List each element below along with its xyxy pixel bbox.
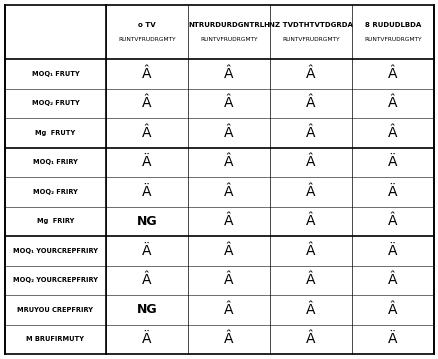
Text: Â: Â	[387, 273, 397, 287]
Text: MOQ₁ FRUTY: MOQ₁ FRUTY	[32, 71, 79, 77]
Text: NTRURDURDGNTRLH: NTRURDURDGNTRLH	[187, 22, 269, 28]
Text: Â: Â	[387, 96, 397, 110]
Text: Â: Â	[305, 67, 315, 81]
Text: Â: Â	[224, 155, 233, 169]
Text: RUNTVFRUDRGMTY: RUNTVFRUDRGMTY	[200, 37, 257, 42]
Text: Â: Â	[305, 273, 315, 287]
Text: Â: Â	[305, 126, 315, 140]
Text: Â: Â	[142, 96, 151, 110]
Text: MRUYOU CREPFRIRY: MRUYOU CREPFRIRY	[18, 307, 93, 313]
Text: Â: Â	[142, 273, 151, 287]
Text: Â: Â	[224, 303, 233, 317]
Text: Ä: Ä	[387, 185, 397, 199]
Text: NG: NG	[136, 303, 157, 316]
Text: Â: Â	[305, 185, 315, 199]
Text: M BRUFIRMUTY: M BRUFIRMUTY	[26, 336, 84, 342]
Text: Ä: Ä	[387, 244, 397, 258]
Text: Ä: Ä	[142, 185, 151, 199]
Text: Mg  FRUTY: Mg FRUTY	[35, 130, 75, 136]
Text: Â: Â	[142, 67, 151, 81]
Text: Â: Â	[305, 303, 315, 317]
Text: Â: Â	[224, 332, 233, 346]
Text: Â: Â	[387, 303, 397, 317]
Text: Ä: Ä	[142, 244, 151, 258]
Text: NZ TVDTHTVTDGRDA: NZ TVDTHTVTDGRDA	[268, 22, 352, 28]
Text: Mg  FRIRY: Mg FRIRY	[37, 218, 74, 224]
Text: RUNTVFRUDRGMTY: RUNTVFRUDRGMTY	[118, 37, 175, 42]
Text: Â: Â	[387, 67, 397, 81]
Text: Â: Â	[387, 214, 397, 228]
Text: MOQ₁ YOURCREPFRIRY: MOQ₁ YOURCREPFRIRY	[13, 248, 98, 254]
Text: Ä: Ä	[387, 332, 397, 346]
Text: MOQ₂ FRIRY: MOQ₂ FRIRY	[33, 189, 78, 195]
Text: MOQ₁ FRIRY: MOQ₁ FRIRY	[33, 159, 78, 165]
Text: Â: Â	[305, 214, 315, 228]
Text: RUNTVFRUDRGMTY: RUNTVFRUDRGMTY	[364, 37, 421, 42]
Text: Â: Â	[224, 126, 233, 140]
Text: RUNTVFRUDRGMTY: RUNTVFRUDRGMTY	[282, 37, 339, 42]
Text: 8 RUDUDLBDA: 8 RUDUDLBDA	[364, 22, 420, 28]
Text: Ä: Ä	[387, 155, 397, 169]
Text: Ä: Ä	[142, 155, 151, 169]
Text: Â: Â	[224, 273, 233, 287]
Text: Â: Â	[142, 126, 151, 140]
Text: Â: Â	[305, 244, 315, 258]
Text: Â: Â	[224, 185, 233, 199]
Text: Ä: Ä	[142, 332, 151, 346]
Text: Â: Â	[305, 155, 315, 169]
Text: Â: Â	[305, 96, 315, 110]
Text: o TV: o TV	[138, 22, 155, 28]
Text: Â: Â	[305, 332, 315, 346]
Text: Â: Â	[224, 244, 233, 258]
Text: Â: Â	[224, 67, 233, 81]
Text: Â: Â	[224, 96, 233, 110]
Text: MOQ₂ FRUTY: MOQ₂ FRUTY	[32, 100, 79, 106]
Text: NG: NG	[136, 215, 157, 228]
Text: Â: Â	[224, 214, 233, 228]
Text: MOQ₂ YOURCREPFRIRY: MOQ₂ YOURCREPFRIRY	[13, 277, 98, 283]
Text: Â: Â	[387, 126, 397, 140]
